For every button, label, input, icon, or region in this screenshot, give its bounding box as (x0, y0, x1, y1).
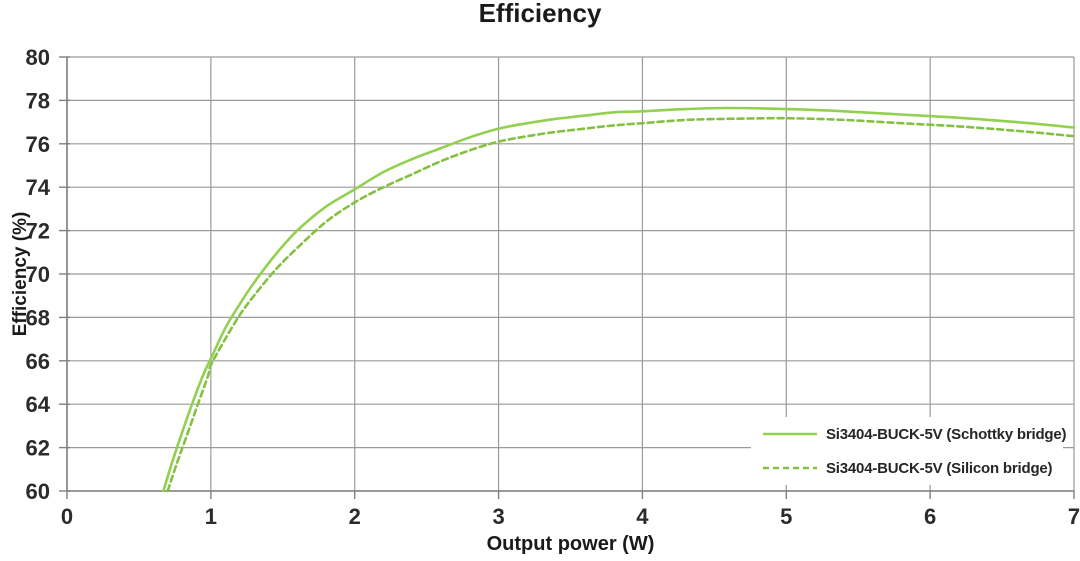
legend: Si3404-BUCK-5V (Schottky bridge) Si3404-… (751, 417, 1067, 485)
y-axis-label: Efficiency (%) (10, 211, 31, 337)
y-tick-label: 62 (26, 436, 50, 461)
y-tick-label: 72 (26, 219, 50, 244)
series-line-silicon (166, 116, 1076, 493)
dashed-line-sample (763, 466, 817, 470)
x-tick-label: 6 (924, 504, 936, 529)
y-tick-label: 74 (26, 175, 51, 200)
legend-item-schottky: Si3404-BUCK-5V (Schottky bridge) (751, 418, 1067, 450)
legend-label-silicon: Si3404-BUCK-5V (Silicon bridge) (826, 459, 1053, 477)
x-axis-label: Output power (W) (486, 533, 655, 555)
x-tick-label: 4 (636, 504, 649, 529)
y-tick-label: 66 (26, 349, 50, 374)
solid-line-sample (763, 432, 817, 436)
x-tick-label: 0 (61, 504, 73, 529)
chart-title: Efficiency (478, 0, 602, 28)
legend-label-schottky: Si3404-BUCK-5V (Schottky bridge) (826, 425, 1067, 443)
legend-item-silicon: Si3404-BUCK-5V (Silicon bridge) (751, 452, 1063, 484)
x-tick-label: 5 (780, 504, 792, 529)
x-tick-label: 1 (205, 504, 217, 529)
y-tick-label: 78 (26, 88, 50, 113)
y-tick-label: 80 (26, 45, 50, 70)
x-tick-label: 3 (492, 504, 504, 529)
y-tick-label: 68 (26, 305, 50, 330)
y-tick-label: 70 (26, 262, 50, 287)
y-tick-label: 76 (26, 132, 50, 157)
x-tick-label: 7 (1068, 504, 1080, 529)
y-tick-label: 64 (26, 392, 51, 417)
series-line-schottky (162, 106, 1076, 493)
x-tick-label: 2 (349, 504, 361, 529)
y-tick-label: 60 (26, 479, 50, 504)
